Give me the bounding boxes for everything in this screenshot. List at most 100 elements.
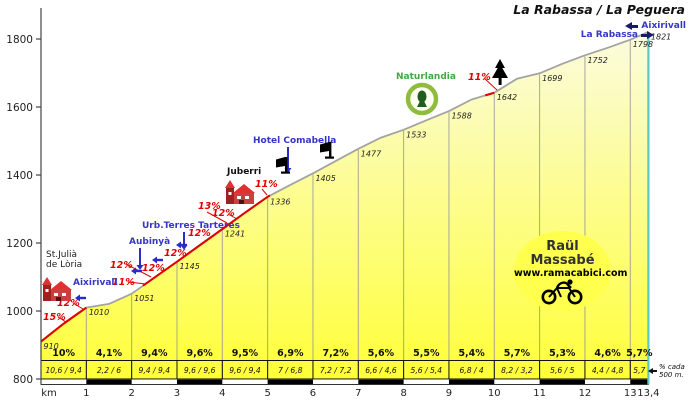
half-km-gradient-label: 8,2 / 3,2: [501, 366, 533, 375]
elevation-label: 1752: [587, 56, 607, 65]
km-axis-label: 3: [174, 388, 180, 399]
gradient-percent-label: 12%: [164, 248, 187, 259]
town-label-st-julia: de Lòria: [46, 259, 82, 270]
leader-line: [127, 281, 147, 285]
gradient-percent-label: 11%: [468, 72, 491, 83]
leader-line: [261, 188, 268, 196]
segment-gradient-row-label: 9,4%: [141, 348, 168, 359]
gradient-percent-label: 11%: [112, 277, 135, 288]
km-axis-label: 8: [400, 388, 406, 399]
segment-gradient-row-label: 5,7%: [504, 348, 531, 359]
halfkm-note-line1: % cada: [659, 363, 685, 371]
scale-bar-segment: [539, 379, 585, 384]
elevation-label: 1145: [179, 262, 199, 271]
direction-sign-aixirivall: Aixirivall: [625, 21, 686, 31]
segment-gradient-row-label: 6,9%: [277, 348, 304, 359]
half-km-gradient-label: 9,6 / 9,6: [184, 366, 216, 375]
author-website: www.ramacabici.com: [514, 268, 628, 279]
direction-sign-la-rabassa: La Rabassa: [581, 30, 654, 40]
segment-gradient-row-label: 5,3%: [549, 348, 576, 359]
x-axis-unit-label: km: [41, 388, 57, 399]
author-name-line1: Raül: [546, 239, 579, 254]
town-label-st-julia: St.Julià: [46, 250, 77, 260]
gradient-percent-label: 15%: [43, 312, 66, 323]
segment-gradient-row-label: 5,6%: [368, 348, 395, 359]
pine-tree-icon: [492, 59, 508, 85]
y-tick-label: 800: [13, 374, 33, 386]
left-block-arrow-icon: [625, 22, 639, 30]
left-arrow-icon: [176, 241, 181, 249]
km-axis-label: 6: [310, 388, 316, 399]
segment-gradient-row-label: 9,6%: [186, 348, 213, 359]
gradient-percent-label: 12%: [57, 298, 80, 309]
flag-icon: [276, 157, 290, 174]
church-icon: [42, 277, 72, 301]
half-km-gradient-label: 10,6 / 9,4: [45, 366, 82, 375]
km-axis-label: 1: [83, 388, 89, 399]
leader-line: [57, 316, 67, 323]
halfkm-note-line2: 500 m.: [659, 371, 684, 379]
page-title: La Rabassa / La Peguera: [513, 2, 685, 17]
leader-line: [483, 77, 498, 91]
gradient-percent-label: 12%: [142, 263, 165, 274]
y-tick-label: 1200: [6, 238, 33, 250]
half-km-gradient-label: 5,6 / 5,4: [411, 366, 443, 375]
km-axis-label: 13: [624, 388, 637, 399]
author-name-line2: Massabé: [530, 253, 595, 268]
segment-gradient-row-label: 5,5%: [413, 348, 440, 359]
segment-gradient-row-label: 5,7%: [626, 348, 653, 359]
direction-sign-aixirivall-label: Aixirivall: [641, 21, 686, 31]
km-axis-label: 7: [355, 388, 361, 399]
half-km-gradient-label: 7 / 6,8: [278, 366, 302, 375]
down-arrow-icon: [136, 265, 144, 270]
right-block-arrow-icon: [641, 31, 654, 39]
gradient-percent-label: 13%: [198, 201, 221, 212]
km-axis-label: 5: [264, 388, 270, 399]
scale-bar-segment: [630, 379, 649, 384]
km-axis-label: 13,4: [637, 388, 659, 399]
y-tick-label: 1400: [6, 170, 33, 182]
cyclist-icon: [541, 279, 582, 305]
town-label-naturlandia: Naturlandia: [396, 72, 456, 82]
scale-bar-segment: [86, 379, 132, 384]
segment-gradient-row-label: 4,6%: [594, 348, 621, 359]
direction-sign-la-rabassa-label: La Rabassa: [580, 30, 638, 40]
elevation-label: 1798: [633, 40, 653, 49]
km-axis-label: 4: [219, 388, 225, 399]
half-km-gradient-label: 7,2 / 7,2: [320, 366, 352, 375]
town-label-aixirivall: Aixirivall: [73, 278, 118, 288]
segment-gradient-row-label: 4,1%: [96, 348, 123, 359]
km-axis-label: 11: [533, 388, 546, 399]
km-axis-label: 12: [579, 388, 592, 399]
elevation-label: 1241: [225, 230, 245, 239]
half-km-gradient-label: 6,8 / 4: [459, 366, 483, 375]
steep-segment: [40, 306, 87, 343]
elevation-label: 1477: [361, 149, 382, 158]
down-arrow-icon: [180, 245, 188, 250]
gradient-percent-label: 12%: [212, 208, 235, 219]
half-km-gradient-label: 6,6 / 4,6: [365, 366, 397, 375]
elevation-label: 1533: [406, 130, 426, 139]
elevation-label: 1405: [315, 174, 335, 183]
segment-gradient-row-label: 5,4%: [458, 348, 485, 359]
km-axis-label: 9: [446, 388, 452, 399]
elevation-label: 1051: [134, 294, 154, 303]
town-label-hotel-comabella: Hotel Comabella: [253, 136, 336, 146]
steep-segment: [142, 194, 271, 287]
elevation-label: 1699: [542, 74, 562, 83]
town-label-juberri: Juberri: [226, 167, 261, 177]
town-label-terres-tarteres: Urb.Terres Tarteres: [142, 221, 240, 231]
elevation-label: 1336: [270, 197, 290, 206]
naturlandia-icon: [405, 82, 439, 116]
scale-bar-segment: [176, 379, 223, 384]
halfkm-note: % cada 500 m.: [648, 363, 685, 379]
y-tick-label: 1600: [6, 102, 33, 114]
elevation-label: 910: [44, 342, 59, 351]
left-arrow-icon: [131, 267, 136, 275]
town-label-aubinya: Aubinyà: [129, 237, 170, 247]
left-arrow-icon: [152, 256, 157, 264]
elevation-label: 1010: [89, 308, 109, 317]
leader-line: [206, 211, 228, 224]
